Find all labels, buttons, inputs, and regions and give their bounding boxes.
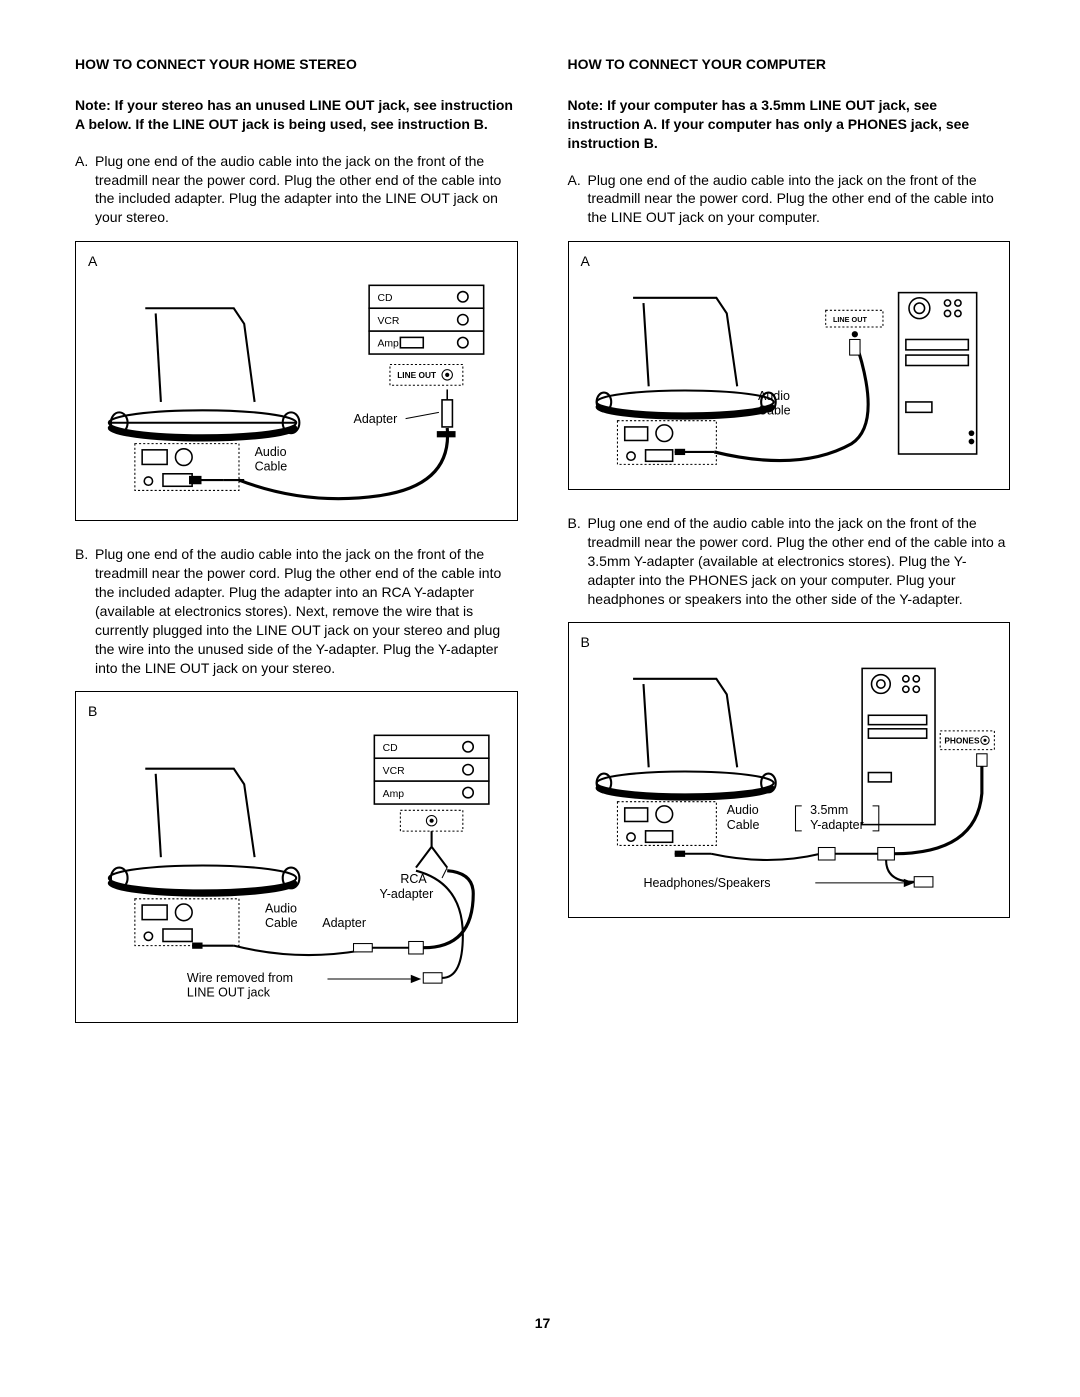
svg-text:Cable: Cable xyxy=(726,818,759,832)
right-diagram-b-label: B xyxy=(581,633,998,652)
left-diagram-a: A xyxy=(75,241,518,521)
svg-text:Y-adapter: Y-adapter xyxy=(380,887,434,901)
left-diagram-b: B xyxy=(75,691,518,1023)
audiocable-label-b: Audio xyxy=(265,902,297,916)
left-diagram-a-svg: CD VCR Amp LINE OUT Adapter xyxy=(88,277,505,506)
right-item-b-marker: B. xyxy=(568,514,588,608)
adapter-label-b: Adapter xyxy=(322,916,366,930)
right-item-b: B. Plug one end of the audio cable into … xyxy=(568,514,1011,608)
cd-label-b: CD xyxy=(383,743,399,754)
left-item-a: A. Plug one end of the audio cable into … xyxy=(75,152,518,228)
rca-label: RCA xyxy=(400,872,427,886)
adapter-label: Adapter xyxy=(354,412,398,426)
right-diagram-b: B xyxy=(568,622,1011,918)
phones-label: PHONES xyxy=(944,736,980,746)
left-item-b: B. Plug one end of the audio cable into … xyxy=(75,545,518,677)
right-column: HOW TO CONNECT YOUR COMPUTER Note: If yo… xyxy=(568,55,1011,1047)
left-diagram-b-label: B xyxy=(88,702,505,721)
right-title: HOW TO CONNECT YOUR COMPUTER xyxy=(568,55,1011,74)
svg-text:Cable: Cable xyxy=(265,916,298,930)
left-item-a-marker: A. xyxy=(75,152,95,228)
right-item-a-text: Plug one end of the audio cable into the… xyxy=(588,171,1011,228)
hp-label: Headphones/Speakers xyxy=(643,876,770,890)
amp-label: Amp xyxy=(377,339,399,350)
lineout-label-r: LINE OUT xyxy=(832,315,866,324)
audiocable-label-r: Audio xyxy=(758,389,790,403)
right-diagram-a-label: A xyxy=(581,252,998,271)
left-item-b-text: Plug one end of the audio cable into the… xyxy=(95,545,518,677)
svg-text:Y-adapter: Y-adapter xyxy=(810,818,864,832)
audiocable-label: Audio xyxy=(255,445,287,459)
right-diagram-a-svg: LINE OUT Audio Cable xyxy=(581,277,998,475)
yadapter-label: 3.5mm xyxy=(810,803,848,817)
left-title: HOW TO CONNECT YOUR HOME STEREO xyxy=(75,55,518,74)
svg-text:Cable: Cable xyxy=(255,460,288,474)
left-item-b-marker: B. xyxy=(75,545,95,677)
svg-text:Cable: Cable xyxy=(758,404,791,418)
lineout-label: LINE OUT xyxy=(397,370,436,380)
amp-label-b: Amp xyxy=(383,789,405,800)
left-diagram-a-label: A xyxy=(88,252,505,271)
cd-label: CD xyxy=(377,293,393,304)
left-note: Note: If your stereo has an unused LINE … xyxy=(75,96,518,134)
left-column: HOW TO CONNECT YOUR HOME STEREO Note: If… xyxy=(75,55,518,1047)
right-item-a-marker: A. xyxy=(568,171,588,228)
svg-text:LINE OUT jack: LINE OUT jack xyxy=(187,986,271,1000)
wire-label: Wire removed from xyxy=(187,971,293,985)
right-diagram-a: A xyxy=(568,241,1011,490)
right-item-b-text: Plug one end of the audio cable into the… xyxy=(588,514,1011,608)
right-note: Note: If your computer has a 3.5mm LINE … xyxy=(568,96,1011,153)
audiocable-label-rb: Audio xyxy=(726,803,758,817)
left-item-a-text: Plug one end of the audio cable into the… xyxy=(95,152,518,228)
left-diagram-b-svg: CD VCR Amp RCA Y-adapter xyxy=(88,727,505,1008)
vcr-label: VCR xyxy=(377,316,399,327)
right-diagram-b-svg: PHONES Audio Cable 3.5mm Y-adapter xyxy=(581,658,998,903)
page-number: 17 xyxy=(75,1314,1010,1333)
vcr-label-b: VCR xyxy=(383,766,405,777)
right-item-a: A. Plug one end of the audio cable into … xyxy=(568,171,1011,228)
